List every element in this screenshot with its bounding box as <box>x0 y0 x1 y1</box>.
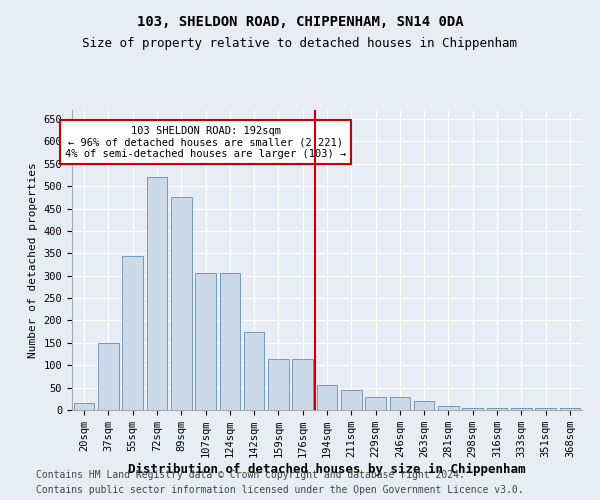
Text: Contains HM Land Registry data © Crown copyright and database right 2024.: Contains HM Land Registry data © Crown c… <box>36 470 465 480</box>
Bar <box>74 404 94 410</box>
Bar <box>365 396 386 410</box>
Bar <box>560 408 580 410</box>
Bar <box>122 256 143 410</box>
Bar <box>220 274 240 410</box>
Text: Size of property relative to detached houses in Chippenham: Size of property relative to detached ho… <box>83 38 517 51</box>
Bar <box>268 358 289 410</box>
Bar <box>244 332 265 410</box>
Bar <box>195 274 216 410</box>
Bar <box>171 198 191 410</box>
Bar <box>463 408 483 410</box>
Bar <box>98 343 119 410</box>
Bar <box>389 396 410 410</box>
Text: 103, SHELDON ROAD, CHIPPENHAM, SN14 0DA: 103, SHELDON ROAD, CHIPPENHAM, SN14 0DA <box>137 15 463 29</box>
Bar <box>146 177 167 410</box>
Bar <box>511 408 532 410</box>
Text: 103 SHELDON ROAD: 192sqm
← 96% of detached houses are smaller (2,221)
4% of semi: 103 SHELDON ROAD: 192sqm ← 96% of detach… <box>65 126 346 159</box>
Bar <box>341 390 362 410</box>
Y-axis label: Number of detached properties: Number of detached properties <box>28 162 38 358</box>
Bar <box>535 408 556 410</box>
Bar <box>292 358 313 410</box>
X-axis label: Distribution of detached houses by size in Chippenham: Distribution of detached houses by size … <box>128 463 526 476</box>
Bar <box>317 386 337 410</box>
Bar <box>487 408 508 410</box>
Text: Contains public sector information licensed under the Open Government Licence v3: Contains public sector information licen… <box>36 485 524 495</box>
Bar <box>438 406 459 410</box>
Bar <box>414 401 434 410</box>
